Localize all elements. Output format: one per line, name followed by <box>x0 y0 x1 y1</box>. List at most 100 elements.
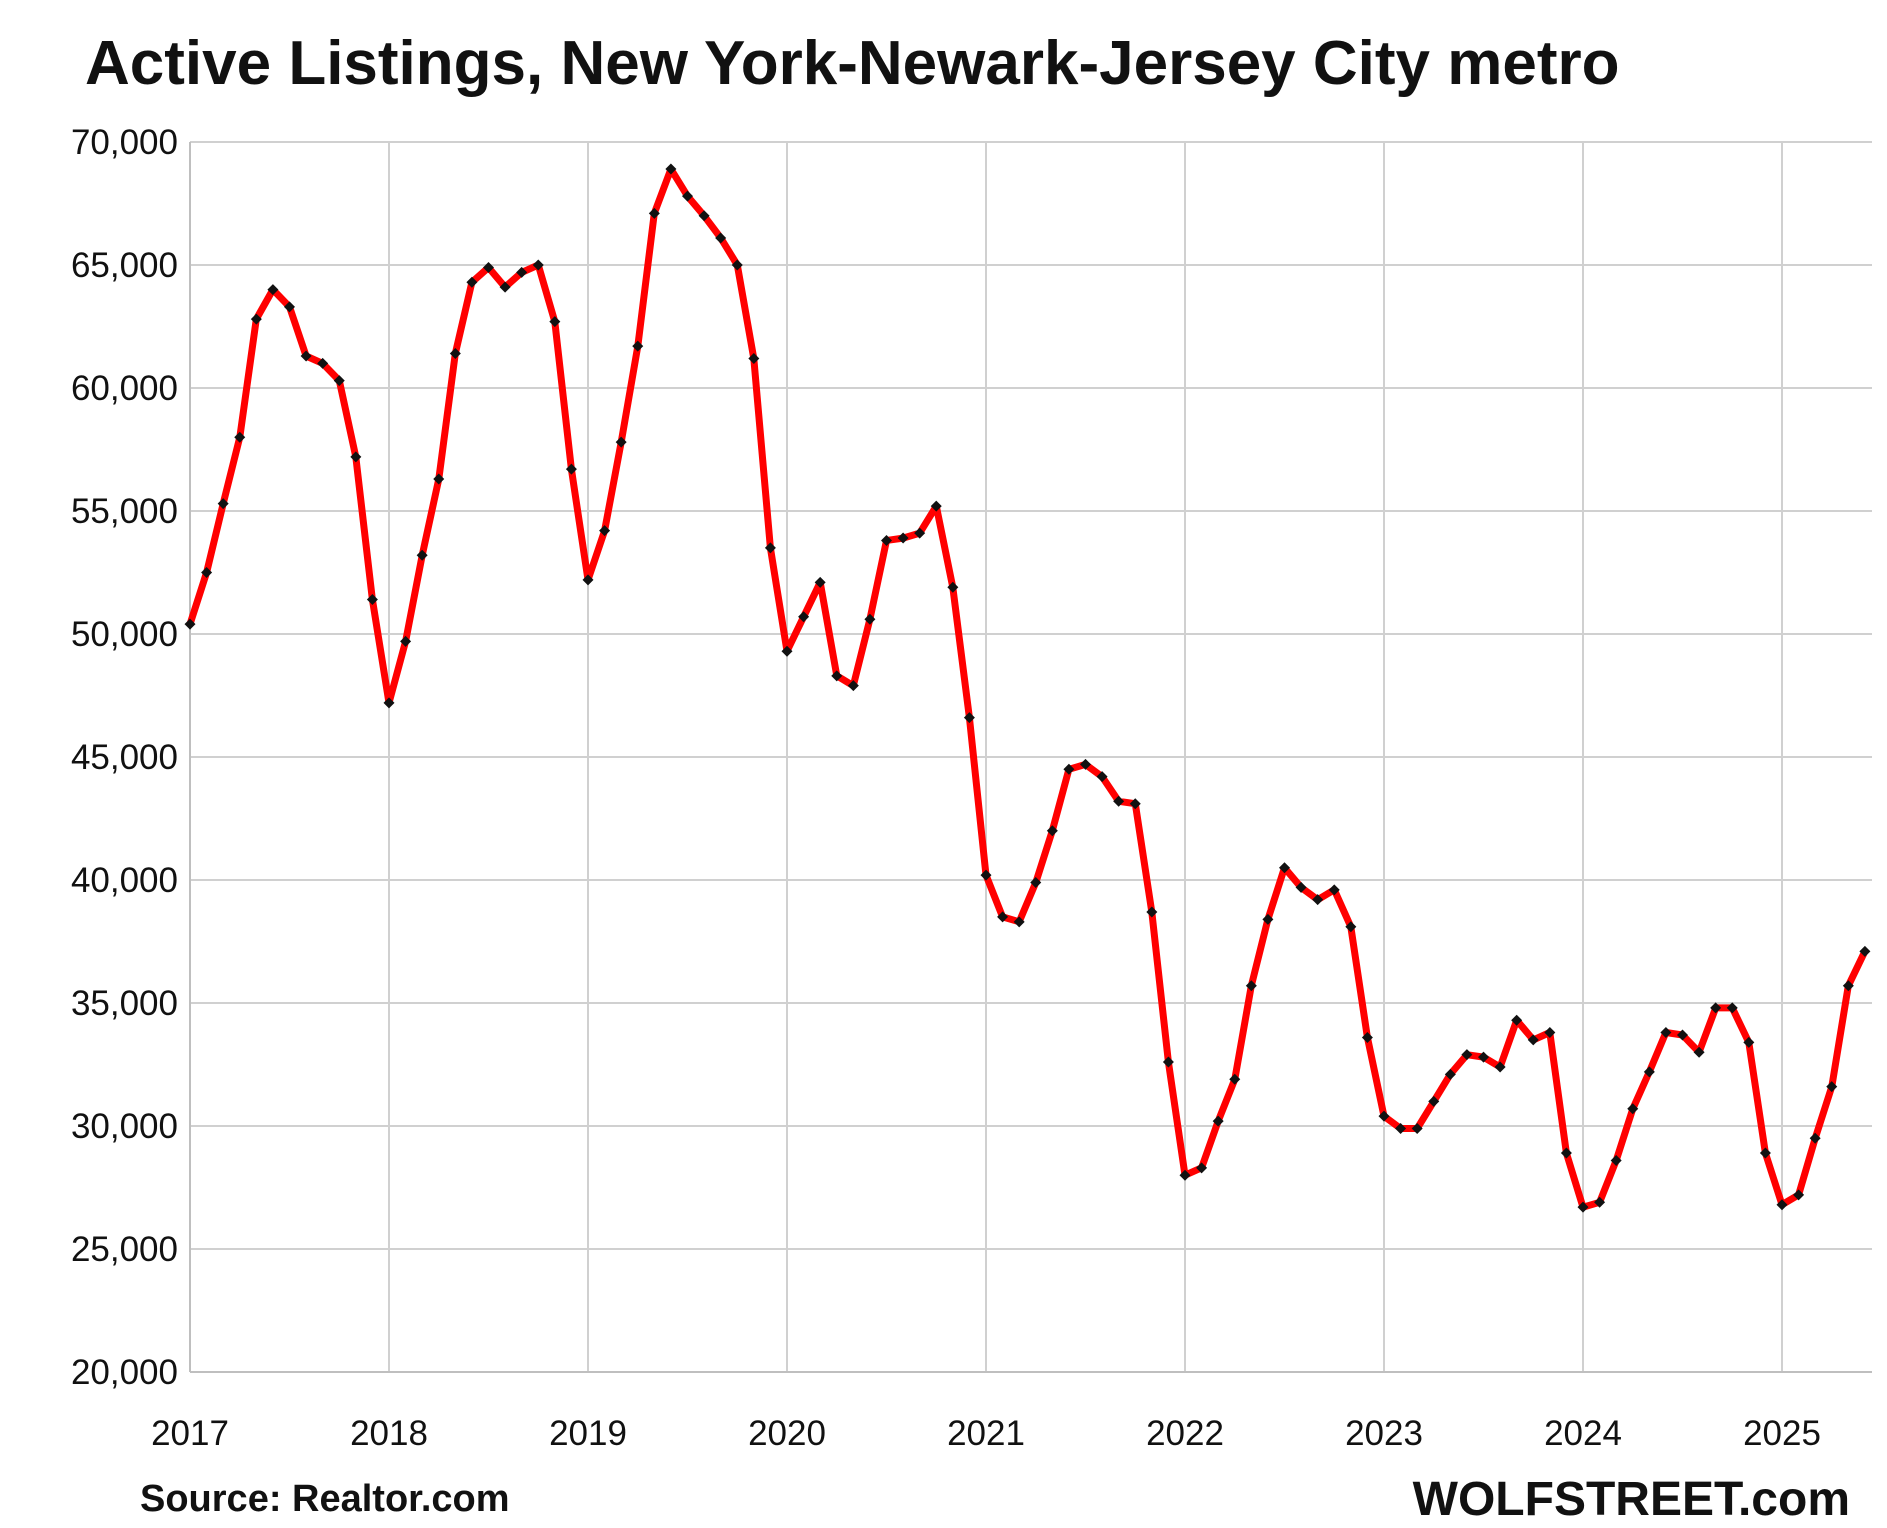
y-tick-label: 30,000 <box>71 1107 178 1146</box>
x-tick-label: 2020 <box>748 1414 826 1453</box>
y-tick-label: 40,000 <box>71 861 178 900</box>
data-point <box>1826 1081 1838 1093</box>
data-point <box>1610 1154 1622 1166</box>
data-point <box>1842 980 1854 992</box>
y-tick-label: 20,000 <box>71 1353 178 1392</box>
data-point <box>1677 1029 1688 1041</box>
data-point <box>416 549 428 561</box>
data-point <box>433 473 445 485</box>
data-point <box>881 535 892 547</box>
x-tick-label: 2019 <box>549 1414 627 1453</box>
series-line <box>186 165 1869 1211</box>
x-tick-label: 2017 <box>151 1414 229 1453</box>
data-point <box>798 611 810 623</box>
data-point <box>1478 1051 1489 1063</box>
data-point <box>383 697 395 709</box>
data-point <box>963 712 975 724</box>
data-point <box>1743 1036 1755 1048</box>
data-point <box>748 352 760 364</box>
data-point <box>814 576 826 588</box>
data-point <box>1030 876 1042 888</box>
brand-watermark: WOLFSTREET.com <box>1412 1473 1850 1526</box>
data-point <box>632 340 644 352</box>
data-point <box>549 316 561 328</box>
y-tick-label: 50,000 <box>71 615 178 654</box>
data-point <box>1262 913 1274 925</box>
data-point <box>400 635 412 647</box>
data-point <box>615 436 627 448</box>
data-point <box>499 281 511 293</box>
data-point <box>1759 1147 1771 1159</box>
data-point <box>201 567 213 578</box>
data-point <box>1660 1027 1672 1039</box>
data-point <box>781 645 793 657</box>
data-point <box>1428 1095 1440 1107</box>
data-point <box>267 284 279 296</box>
data-point <box>1577 1201 1589 1213</box>
data-point <box>1361 1031 1373 1043</box>
chart-title: Active Listings, New York-Newark-Jersey … <box>85 29 1620 98</box>
data-point <box>897 532 909 544</box>
data-point <box>847 680 859 692</box>
data-point <box>565 463 577 475</box>
y-tick-label: 60,000 <box>71 369 178 408</box>
data-point <box>1179 1169 1191 1181</box>
source-note: Source: Realtor.com <box>140 1478 510 1520</box>
data-point <box>1212 1115 1224 1127</box>
data-point <box>997 911 1009 923</box>
y-tick-label: 45,000 <box>71 738 178 777</box>
data-point <box>1162 1056 1174 1068</box>
data-point <box>1245 980 1257 992</box>
x-tick-label: 2024 <box>1544 1414 1622 1453</box>
data-point <box>1378 1110 1390 1122</box>
data-point <box>1726 1002 1738 1014</box>
data-point <box>582 574 594 586</box>
data-point <box>864 613 876 625</box>
data-point <box>1793 1189 1805 1201</box>
data-point <box>1643 1066 1655 1078</box>
data-point <box>1146 906 1158 918</box>
data-point <box>1328 884 1340 896</box>
x-tick-label: 2022 <box>1146 1414 1224 1453</box>
data-point <box>317 357 329 369</box>
data-point <box>1627 1103 1639 1115</box>
data-point <box>831 670 843 682</box>
data-point <box>665 163 677 175</box>
data-point <box>731 259 743 271</box>
x-tick-label: 2018 <box>350 1414 428 1453</box>
data-point <box>350 451 362 463</box>
data-point <box>234 431 246 443</box>
data-point <box>1080 758 1091 770</box>
data-point <box>284 301 295 313</box>
data-point <box>1312 894 1324 906</box>
data-point <box>1395 1122 1407 1134</box>
data-point <box>1776 1199 1788 1211</box>
data-point <box>449 348 461 360</box>
data-point <box>300 350 312 362</box>
y-tick-label: 65,000 <box>71 246 178 285</box>
data-point <box>1444 1068 1456 1080</box>
horizontal-gridlines <box>190 141 1872 1373</box>
data-point <box>1511 1014 1523 1026</box>
data-point <box>333 375 345 387</box>
data-point <box>1710 1002 1722 1014</box>
data-point <box>1494 1061 1506 1073</box>
data-point <box>217 498 229 510</box>
data-points <box>184 163 1871 1213</box>
x-tick-label: 2025 <box>1743 1414 1821 1453</box>
y-tick-label: 25,000 <box>71 1230 178 1269</box>
y-tick-label: 55,000 <box>71 492 178 531</box>
data-point <box>1129 798 1141 810</box>
data-point <box>1809 1132 1821 1144</box>
y-tick-label: 70,000 <box>71 123 178 162</box>
data-point <box>1279 862 1290 874</box>
x-axis-tick-labels: 2017 2018 2019 2020 2021 2022 2023 2024 2025 <box>151 1414 1821 1453</box>
y-tick-label: 35,000 <box>71 984 178 1023</box>
data-point <box>648 207 660 219</box>
data-point <box>483 261 494 273</box>
data-point <box>466 276 478 288</box>
y-axis-tick-labels: 20,000 25,000 30,000 35,000 40,000 45,000 50,0… <box>71 123 178 1392</box>
data-point <box>980 869 992 881</box>
data-point <box>1096 771 1108 783</box>
